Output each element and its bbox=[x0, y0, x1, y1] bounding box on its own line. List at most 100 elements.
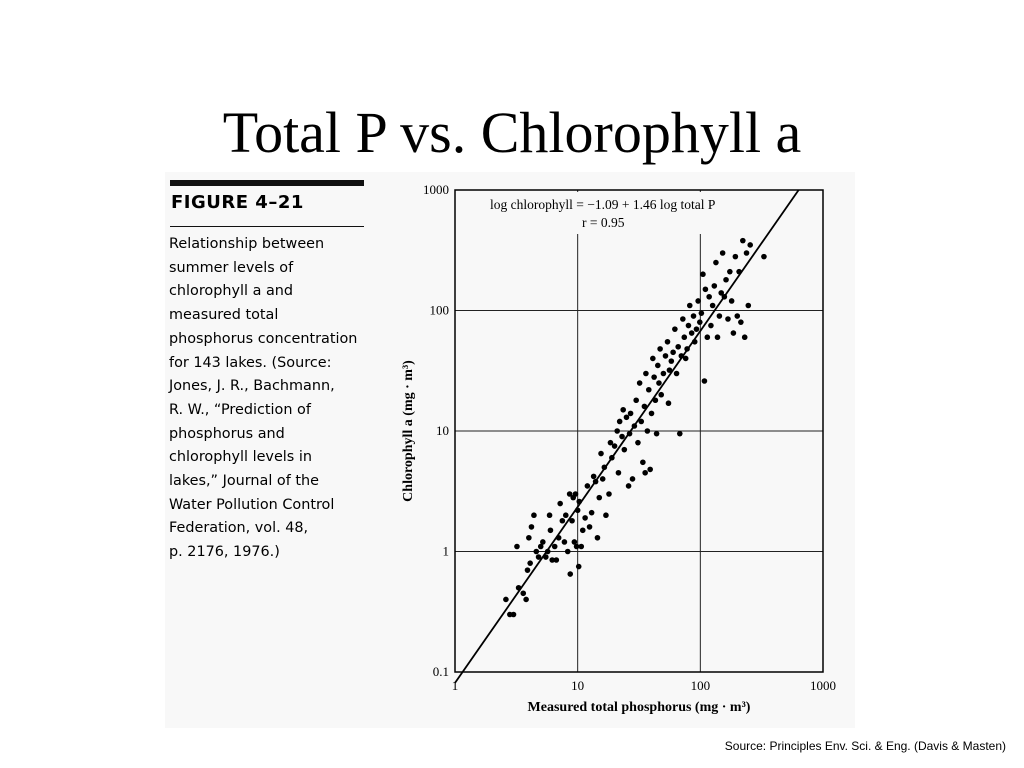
data-point bbox=[633, 397, 639, 404]
data-point bbox=[688, 330, 695, 336]
data-point bbox=[638, 418, 645, 425]
y-tick-label: 0.1 bbox=[433, 664, 449, 679]
data-point bbox=[549, 557, 556, 563]
data-point bbox=[594, 534, 601, 541]
data-point bbox=[704, 334, 711, 341]
data-point bbox=[675, 343, 681, 350]
data-point bbox=[503, 596, 509, 603]
data-point bbox=[603, 512, 609, 519]
data-point bbox=[564, 548, 571, 555]
data-point bbox=[660, 370, 667, 377]
data-point bbox=[741, 334, 748, 341]
data-point bbox=[616, 418, 623, 425]
y-tick-label: 10 bbox=[436, 423, 449, 438]
data-point bbox=[510, 611, 517, 618]
data-point bbox=[647, 466, 653, 473]
data-point bbox=[547, 527, 554, 534]
data-point bbox=[537, 543, 544, 550]
data-point bbox=[654, 362, 661, 369]
data-point bbox=[606, 491, 612, 497]
data-point bbox=[708, 322, 714, 329]
data-point bbox=[738, 319, 744, 325]
data-point bbox=[642, 469, 648, 476]
data-point bbox=[620, 406, 626, 413]
data-point bbox=[695, 298, 701, 304]
data-point bbox=[569, 517, 575, 524]
data-point bbox=[559, 517, 566, 524]
x-tick-label: 10 bbox=[571, 678, 584, 693]
data-point bbox=[574, 507, 581, 514]
data-point bbox=[701, 378, 708, 384]
data-point bbox=[626, 430, 633, 437]
data-point bbox=[571, 539, 578, 545]
x-tick-label: 100 bbox=[691, 678, 711, 693]
data-point bbox=[520, 590, 527, 597]
slide-title: Total P vs. Chlorophyll a bbox=[222, 100, 802, 165]
data-point bbox=[523, 596, 529, 603]
correlation-annotation: r = 0.95 bbox=[582, 215, 625, 230]
data-point bbox=[557, 500, 563, 507]
data-point bbox=[714, 334, 721, 341]
data-point bbox=[645, 386, 652, 393]
data-point bbox=[611, 443, 618, 449]
data-point bbox=[685, 322, 692, 329]
data-point bbox=[736, 268, 742, 275]
data-point bbox=[588, 509, 595, 516]
data-point bbox=[640, 459, 646, 466]
figure-label-rule bbox=[170, 226, 364, 227]
data-point bbox=[690, 313, 697, 319]
data-point bbox=[693, 326, 700, 332]
data-point bbox=[625, 483, 632, 489]
data-point bbox=[734, 313, 741, 319]
data-point bbox=[629, 476, 636, 482]
point-layer bbox=[503, 237, 767, 618]
data-point bbox=[586, 524, 593, 530]
data-point bbox=[662, 353, 669, 359]
data-point bbox=[553, 557, 560, 563]
grid-layer bbox=[455, 190, 823, 672]
data-point bbox=[668, 358, 675, 364]
data-point bbox=[651, 374, 657, 380]
data-point bbox=[546, 512, 553, 519]
data-point bbox=[576, 498, 583, 505]
x-axis-label: Measured total phosphorus (mg · m³) bbox=[528, 700, 751, 715]
data-point bbox=[644, 428, 651, 434]
y-axis-label: Chlorophyll a (mg · m³) bbox=[401, 360, 416, 502]
data-point bbox=[614, 428, 620, 434]
data-point bbox=[601, 464, 608, 471]
data-point bbox=[526, 534, 532, 541]
data-point bbox=[743, 250, 750, 256]
data-point bbox=[573, 543, 580, 550]
data-point bbox=[635, 439, 641, 446]
data-point bbox=[676, 430, 683, 437]
data-point bbox=[590, 473, 597, 480]
data-point bbox=[528, 524, 535, 530]
data-point bbox=[718, 290, 725, 296]
data-point bbox=[543, 554, 549, 560]
data-point bbox=[535, 554, 542, 560]
data-point bbox=[631, 423, 638, 429]
data-point bbox=[709, 302, 716, 309]
data-point bbox=[684, 346, 690, 352]
data-point bbox=[650, 355, 656, 362]
data-point bbox=[672, 326, 678, 332]
data-point bbox=[698, 310, 705, 316]
data-point bbox=[527, 560, 533, 566]
data-point bbox=[578, 543, 585, 550]
data-point bbox=[727, 268, 733, 275]
data-point bbox=[691, 338, 698, 345]
data-point bbox=[623, 414, 630, 421]
data-point bbox=[643, 370, 649, 377]
data-point bbox=[619, 433, 625, 440]
data-point bbox=[761, 253, 767, 260]
data-point bbox=[725, 316, 731, 322]
y-tick-label: 100 bbox=[430, 303, 450, 318]
data-point bbox=[561, 539, 568, 545]
data-point bbox=[514, 543, 520, 550]
data-point bbox=[567, 571, 574, 577]
x-tick-label: 1000 bbox=[810, 678, 836, 693]
equation-annotation: log chlorophyll = −1.09 + 1.46 log total… bbox=[490, 197, 715, 212]
data-point bbox=[711, 283, 718, 289]
data-point bbox=[584, 483, 591, 489]
